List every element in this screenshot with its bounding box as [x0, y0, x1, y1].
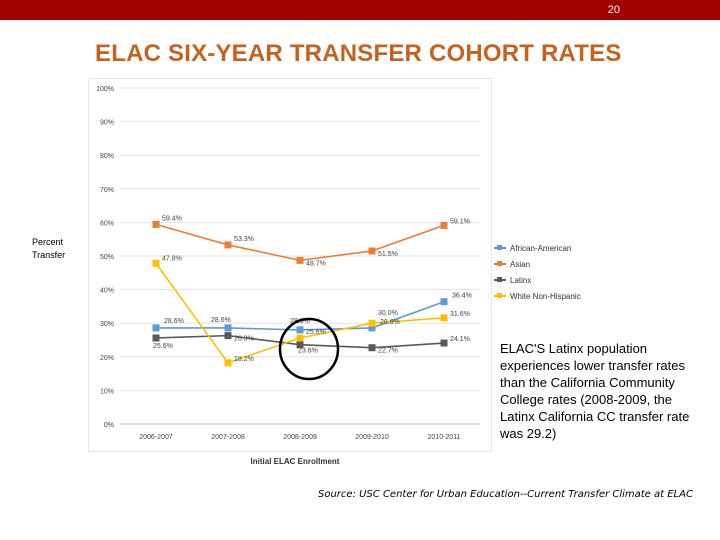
data-point: [152, 259, 160, 267]
y-tick-label: 50%: [100, 254, 114, 261]
data-label: 28.6%: [380, 319, 400, 326]
data-label: 23.6%: [298, 348, 318, 355]
data-label: 59.1%: [450, 218, 470, 225]
data-point: [296, 341, 304, 349]
legend-label: Latinx: [510, 275, 532, 285]
gridlines: [120, 87, 480, 425]
data-label: 31.6%: [450, 311, 470, 318]
x-tick-label: 2008-2009: [283, 434, 317, 441]
data-label: 26.3%: [234, 336, 254, 343]
x-tick-labels: 2006-2007 2007-2008 2008-2009 2009-2010 2010…: [139, 434, 460, 441]
data-point: [296, 256, 304, 264]
data-label: 25.6%: [306, 329, 326, 336]
source-citation: Source: USC Center for Urban Education--…: [318, 489, 693, 500]
y-tick-label: 20%: [100, 355, 114, 362]
x-axis-label: Initial ELAC Enrollment: [251, 457, 340, 466]
y-tick-label: 40%: [100, 288, 114, 295]
series-line: [155, 223, 445, 262]
y-tick-label: 30%: [100, 321, 114, 328]
slide-title: ELAC SIX-YEAR TRANSFER COHORT RATES: [95, 40, 622, 67]
legend-swatch: [494, 293, 506, 298]
y-tick-labels: 0% 10% 20% 30% 40% 50% 60% 70% 80% 90% 100%: [96, 86, 114, 429]
data-point: [224, 332, 232, 340]
data-point: [152, 220, 160, 228]
legend-swatch: [494, 261, 506, 266]
highlight-circle: [278, 317, 340, 381]
x-tick-label: 2010-2011: [428, 434, 461, 441]
legend-item: African-American: [494, 240, 614, 256]
series-line: [156, 300, 445, 331]
data-point: [440, 221, 448, 229]
data-point: [368, 324, 376, 332]
page-number: 20: [607, 4, 620, 16]
legend-label: Asian: [510, 259, 531, 269]
x-tick-label: 2007-2008: [211, 434, 245, 441]
y-tick-label: 10%: [100, 388, 114, 395]
data-label: 22.7%: [378, 348, 398, 355]
data-point: [224, 324, 232, 332]
data-label: 47.8%: [162, 255, 182, 262]
y-tick-label: 100%: [96, 86, 114, 93]
data-label: 51.5%: [378, 251, 398, 258]
data-point: [368, 247, 376, 255]
data-label: 28.6%: [211, 317, 231, 324]
data-point: [368, 344, 376, 352]
data-point: [296, 326, 304, 334]
y-tick-label: 80%: [100, 153, 114, 160]
data-label: 59.4%: [162, 215, 182, 222]
data-point: [152, 334, 160, 342]
legend-swatch: [494, 245, 506, 250]
data-point: [224, 359, 232, 367]
data-point: [440, 314, 448, 322]
data-label: 25.6%: [153, 343, 173, 350]
top-accent-bar: 20: [0, 0, 720, 20]
y-tick-label: 70%: [100, 187, 114, 194]
data-point: [440, 298, 448, 306]
data-label: 24.1%: [450, 336, 470, 343]
y-tick-label: 90%: [100, 120, 114, 127]
data-point: [296, 334, 304, 342]
data-label: 48.7%: [306, 260, 326, 267]
legend-swatch: [494, 277, 506, 282]
data-label: 18.2%: [234, 356, 254, 363]
y-tick-label: 60%: [100, 220, 114, 227]
x-tick-label: 2006-2007: [139, 434, 173, 441]
data-point: [440, 339, 448, 347]
data-point: [152, 324, 160, 332]
data-label: 28.6%: [164, 318, 184, 325]
legend-item: Latinx: [494, 272, 614, 288]
y-axis-label: Percent Transfer: [32, 237, 66, 260]
data-label: 30.0%: [378, 310, 398, 317]
data-label: 53.3%: [234, 236, 254, 243]
y-tick-label: 0%: [104, 422, 114, 429]
legend-item: Asian: [494, 256, 614, 272]
legend-label: African-American: [510, 243, 572, 253]
series-layer: [152, 220, 448, 367]
x-tick-label: 2009-2010: [355, 434, 389, 441]
legend-item: White Non-Hispanic: [494, 288, 614, 304]
data-point: [224, 241, 232, 249]
chart-legend: African-American Asian Latinx White Non-His…: [494, 240, 614, 304]
annotation-text: ELAC'S Latinx population experiences low…: [500, 341, 690, 441]
data-label: 36.4%: [452, 293, 472, 300]
legend-label: White Non-Hispanic: [510, 291, 581, 301]
data-point: [368, 319, 376, 327]
